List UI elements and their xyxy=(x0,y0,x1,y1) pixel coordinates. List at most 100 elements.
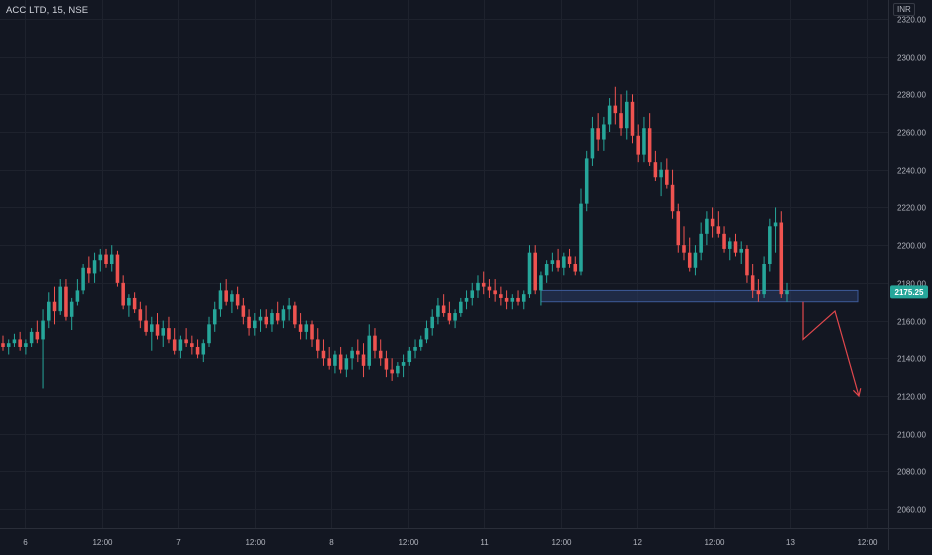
candle xyxy=(287,297,291,321)
candle-body xyxy=(768,226,772,264)
candle xyxy=(567,248,572,268)
candle xyxy=(750,264,755,298)
candle xyxy=(550,252,555,272)
candle-body xyxy=(6,343,11,347)
candle-body xyxy=(161,328,166,336)
candle-body xyxy=(710,218,715,227)
candle xyxy=(510,294,515,310)
candle-body xyxy=(481,282,486,287)
candle-body xyxy=(785,290,789,295)
y-tick-label: 2100.00 xyxy=(897,431,926,440)
candle xyxy=(264,309,269,329)
candle xyxy=(630,94,635,144)
candle xyxy=(241,297,246,325)
projection-arrow[interactable] xyxy=(802,301,862,398)
candle xyxy=(584,150,589,212)
projection-arrow-path[interactable] xyxy=(802,301,860,397)
candle xyxy=(785,282,789,302)
candle-body xyxy=(327,358,331,366)
candle-body xyxy=(773,222,778,227)
arrow-head[interactable] xyxy=(852,388,862,398)
candle-body xyxy=(562,256,566,268)
candle-body xyxy=(642,128,646,155)
candle-body xyxy=(298,324,303,332)
y-tick-label: 2260.00 xyxy=(897,129,926,138)
candle-body xyxy=(527,252,532,295)
candle xyxy=(41,309,45,389)
candle xyxy=(161,320,166,347)
x-tick-label: 13 xyxy=(786,538,795,547)
candle-body xyxy=(447,313,452,321)
candle xyxy=(178,335,183,359)
candle-body xyxy=(670,184,675,212)
candle xyxy=(64,279,68,321)
price-axis-background xyxy=(888,0,932,550)
candle-body xyxy=(258,316,263,321)
candle-body xyxy=(127,297,131,306)
candle xyxy=(693,245,698,276)
candle-body xyxy=(653,162,658,178)
currency-button[interactable]: INR xyxy=(893,3,915,16)
candle xyxy=(418,335,423,351)
candle xyxy=(350,346,354,370)
candle xyxy=(172,328,177,355)
candle xyxy=(733,233,738,257)
candle xyxy=(304,320,309,340)
candle-body xyxy=(436,305,440,317)
candle xyxy=(378,339,383,366)
x-tick-label: 12:00 xyxy=(551,538,572,547)
candle-body xyxy=(87,267,91,274)
y-tick-label: 2300.00 xyxy=(897,54,926,63)
candle-body xyxy=(281,309,286,321)
candle-body xyxy=(315,339,320,351)
candle-body xyxy=(333,354,337,366)
candle xyxy=(155,313,160,340)
candle xyxy=(69,297,74,330)
candle-body xyxy=(92,260,97,274)
candle xyxy=(167,316,171,344)
candle-body xyxy=(699,233,703,253)
x-tick-label: 12 xyxy=(633,538,642,547)
candle-body xyxy=(464,297,469,302)
y-tick-label: 2080.00 xyxy=(897,468,926,477)
candle xyxy=(384,350,389,378)
candle xyxy=(321,339,326,366)
candle xyxy=(705,211,709,246)
support-zone[interactable] xyxy=(540,289,859,303)
candle xyxy=(35,320,40,344)
candle xyxy=(401,354,406,378)
candle-body xyxy=(12,339,17,344)
candle xyxy=(436,297,440,325)
candle-body xyxy=(596,128,600,140)
candle-body xyxy=(424,328,429,340)
candle-body xyxy=(539,275,543,291)
candle-body xyxy=(384,358,389,370)
candle xyxy=(768,218,772,272)
candle-body xyxy=(367,335,372,366)
candle xyxy=(201,339,206,363)
candle-body xyxy=(344,358,349,370)
price-axis[interactable]: 2060.00 2080.00 2100.00 2120.00 2140.00 2160.… xyxy=(888,0,932,550)
candle-body xyxy=(607,105,612,125)
candle-body xyxy=(98,254,103,261)
candle-body xyxy=(201,343,206,355)
candle xyxy=(275,301,280,325)
support-zone-rect[interactable] xyxy=(540,289,859,303)
candle-body xyxy=(659,169,663,178)
candle-body xyxy=(253,320,257,329)
y-tick-label: 2120.00 xyxy=(897,393,926,402)
candle-body xyxy=(396,365,400,374)
candle-body xyxy=(212,309,217,325)
candle-body xyxy=(390,369,394,374)
x-tick-label: 12:00 xyxy=(92,538,113,547)
candle xyxy=(361,343,366,378)
candle xyxy=(58,279,63,315)
candle xyxy=(521,290,526,310)
candle xyxy=(12,333,17,347)
candle xyxy=(115,250,120,287)
time-axis[interactable]: 6 12:00 7 12:00 8 12:00 11 12:00 12 12:00 13 12:00 xyxy=(0,528,932,548)
candle-body xyxy=(195,346,200,355)
candle xyxy=(727,237,732,261)
